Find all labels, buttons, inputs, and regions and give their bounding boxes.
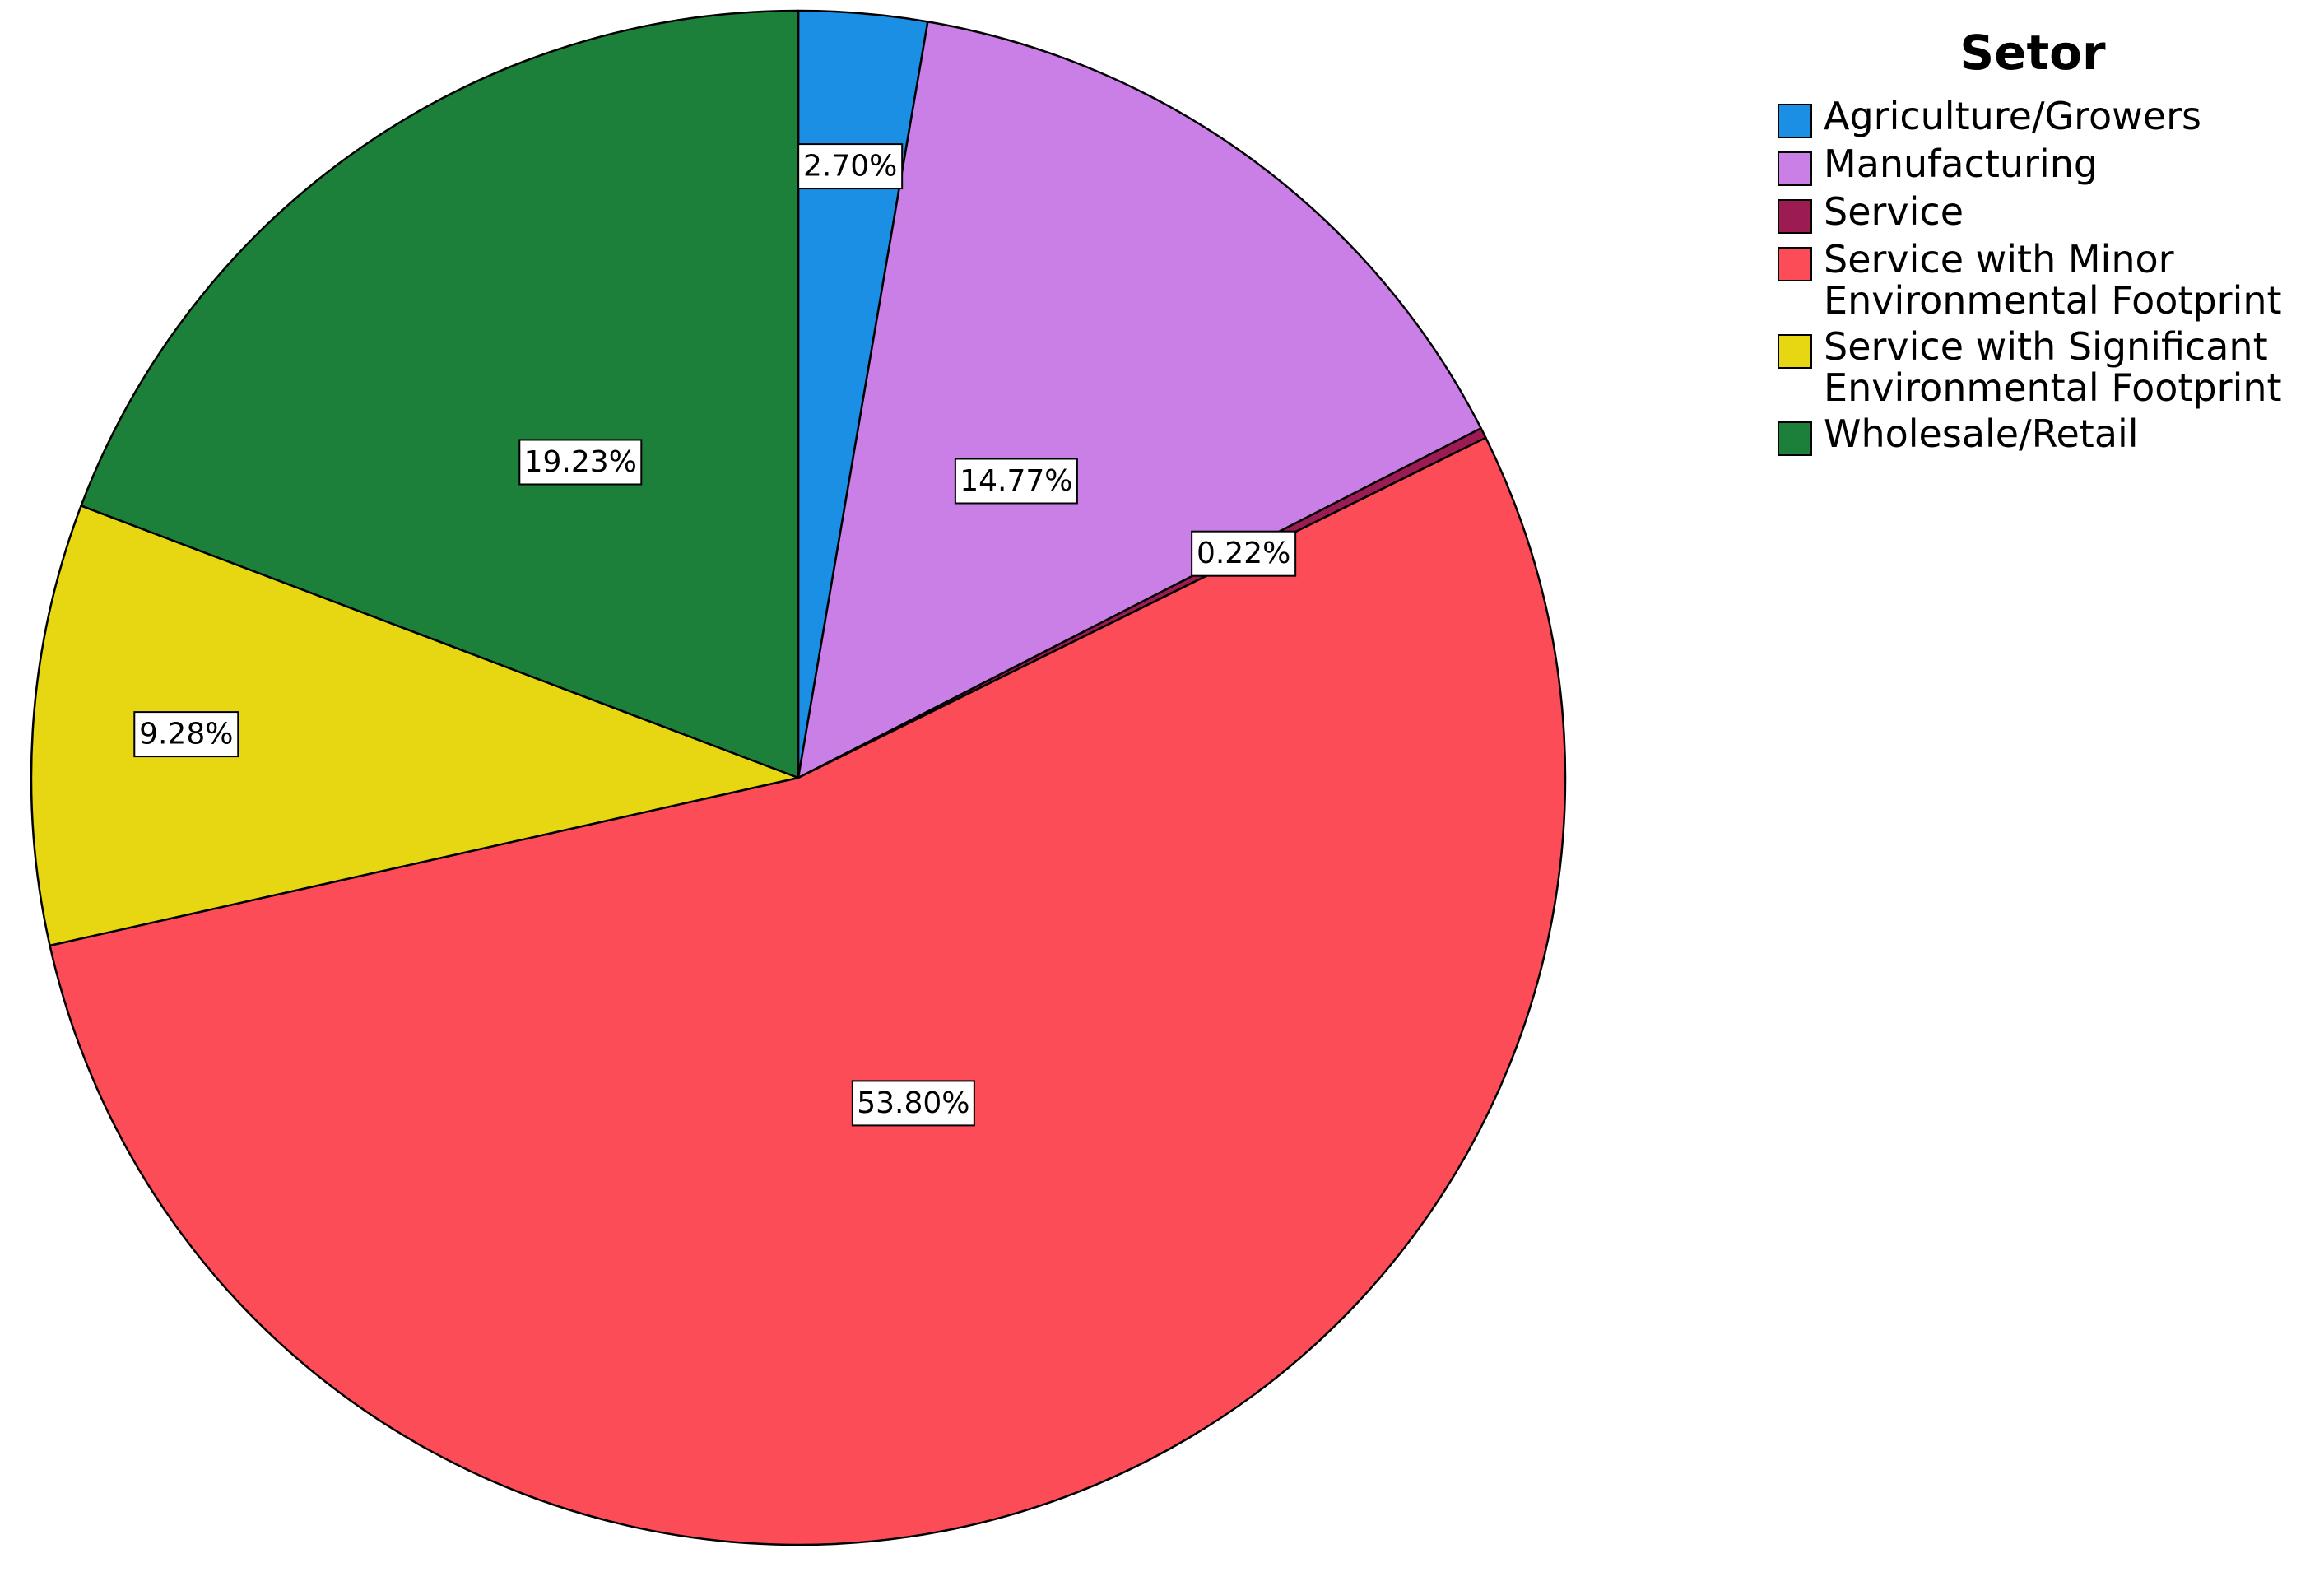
legend-items: Agriculture/Growers Manufacturing Service S… xyxy=(1778,95,2321,456)
legend: Setor Agriculture/Growers Manufacturing Se… xyxy=(1778,25,2321,461)
legend-swatch xyxy=(1778,151,1812,186)
legend-swatch xyxy=(1778,104,1812,138)
data-label-text: 53.80% xyxy=(857,1086,969,1120)
legend-label: Wholesale/Retail xyxy=(1824,412,2139,456)
pie-slice-manufacturing xyxy=(797,21,1482,779)
data-label-service-with-minor-environmental-footprint: 53.80% xyxy=(851,1080,975,1127)
pie-slice-wholesale-retail xyxy=(80,9,800,779)
data-label-text: 2.70% xyxy=(803,150,897,184)
legend-swatch xyxy=(1778,199,1812,234)
legend-item-service: Service xyxy=(1778,191,2321,234)
legend-label: Manufacturing xyxy=(1824,142,2099,186)
legend-item-agriculture-growers: Agriculture/Growers xyxy=(1778,95,2321,138)
data-label-box xyxy=(851,1080,975,1127)
data-label-agriculture-growers: 2.70% xyxy=(797,143,904,190)
data-label-box xyxy=(518,439,643,486)
legend-title: Setor xyxy=(1959,25,2106,81)
legend-label: Agriculture/Growers xyxy=(1824,94,2201,138)
legend-label: Service with Significant Environmental F… xyxy=(1824,324,2282,410)
legend-swatch xyxy=(1778,334,1812,369)
legend-label: Service xyxy=(1824,189,1964,234)
pie-slice-service-with-significant-environmental-footprint xyxy=(30,505,800,947)
data-label-text: 9.28% xyxy=(139,718,233,751)
data-label-box xyxy=(797,143,904,190)
data-label-text: 14.77% xyxy=(960,464,1072,498)
data-label-manufacturing: 14.77% xyxy=(954,458,1078,505)
legend-item-service-with-minor-environmental-footprint: Service with Minor Environmental Footpri… xyxy=(1778,239,2321,321)
data-label-service: 0.22% xyxy=(1191,530,1297,577)
data-label-box xyxy=(133,711,239,758)
pie-slice-service-with-minor-environmental-footprint xyxy=(49,436,1567,1546)
legend-swatch xyxy=(1778,247,1812,281)
legend-item-wholesale-retail: Wholesale/Retail xyxy=(1778,413,2321,456)
legend-item-manufacturing: Manufacturing xyxy=(1778,143,2321,186)
data-label-service-with-significant-environmental-footprint: 9.28% xyxy=(133,711,239,758)
data-label-box xyxy=(1191,530,1297,577)
legend-swatch xyxy=(1778,421,1812,456)
data-label-wholesale-retail: 19.23% xyxy=(518,439,643,486)
legend-label: Service with Minor Environmental Footpri… xyxy=(1824,237,2282,323)
legend-item-service-with-significant-environmental-footprint: Service with Significant Environmental F… xyxy=(1778,326,2321,408)
data-label-text: 19.23% xyxy=(524,445,637,479)
pie-slices xyxy=(30,9,1567,1546)
data-label-text: 0.22% xyxy=(1197,537,1290,570)
pie-data-labels: 2.70% 14.77% 0.22% 53.80% 9.28% 19.23% xyxy=(133,143,1297,1127)
data-label-box xyxy=(954,458,1078,505)
